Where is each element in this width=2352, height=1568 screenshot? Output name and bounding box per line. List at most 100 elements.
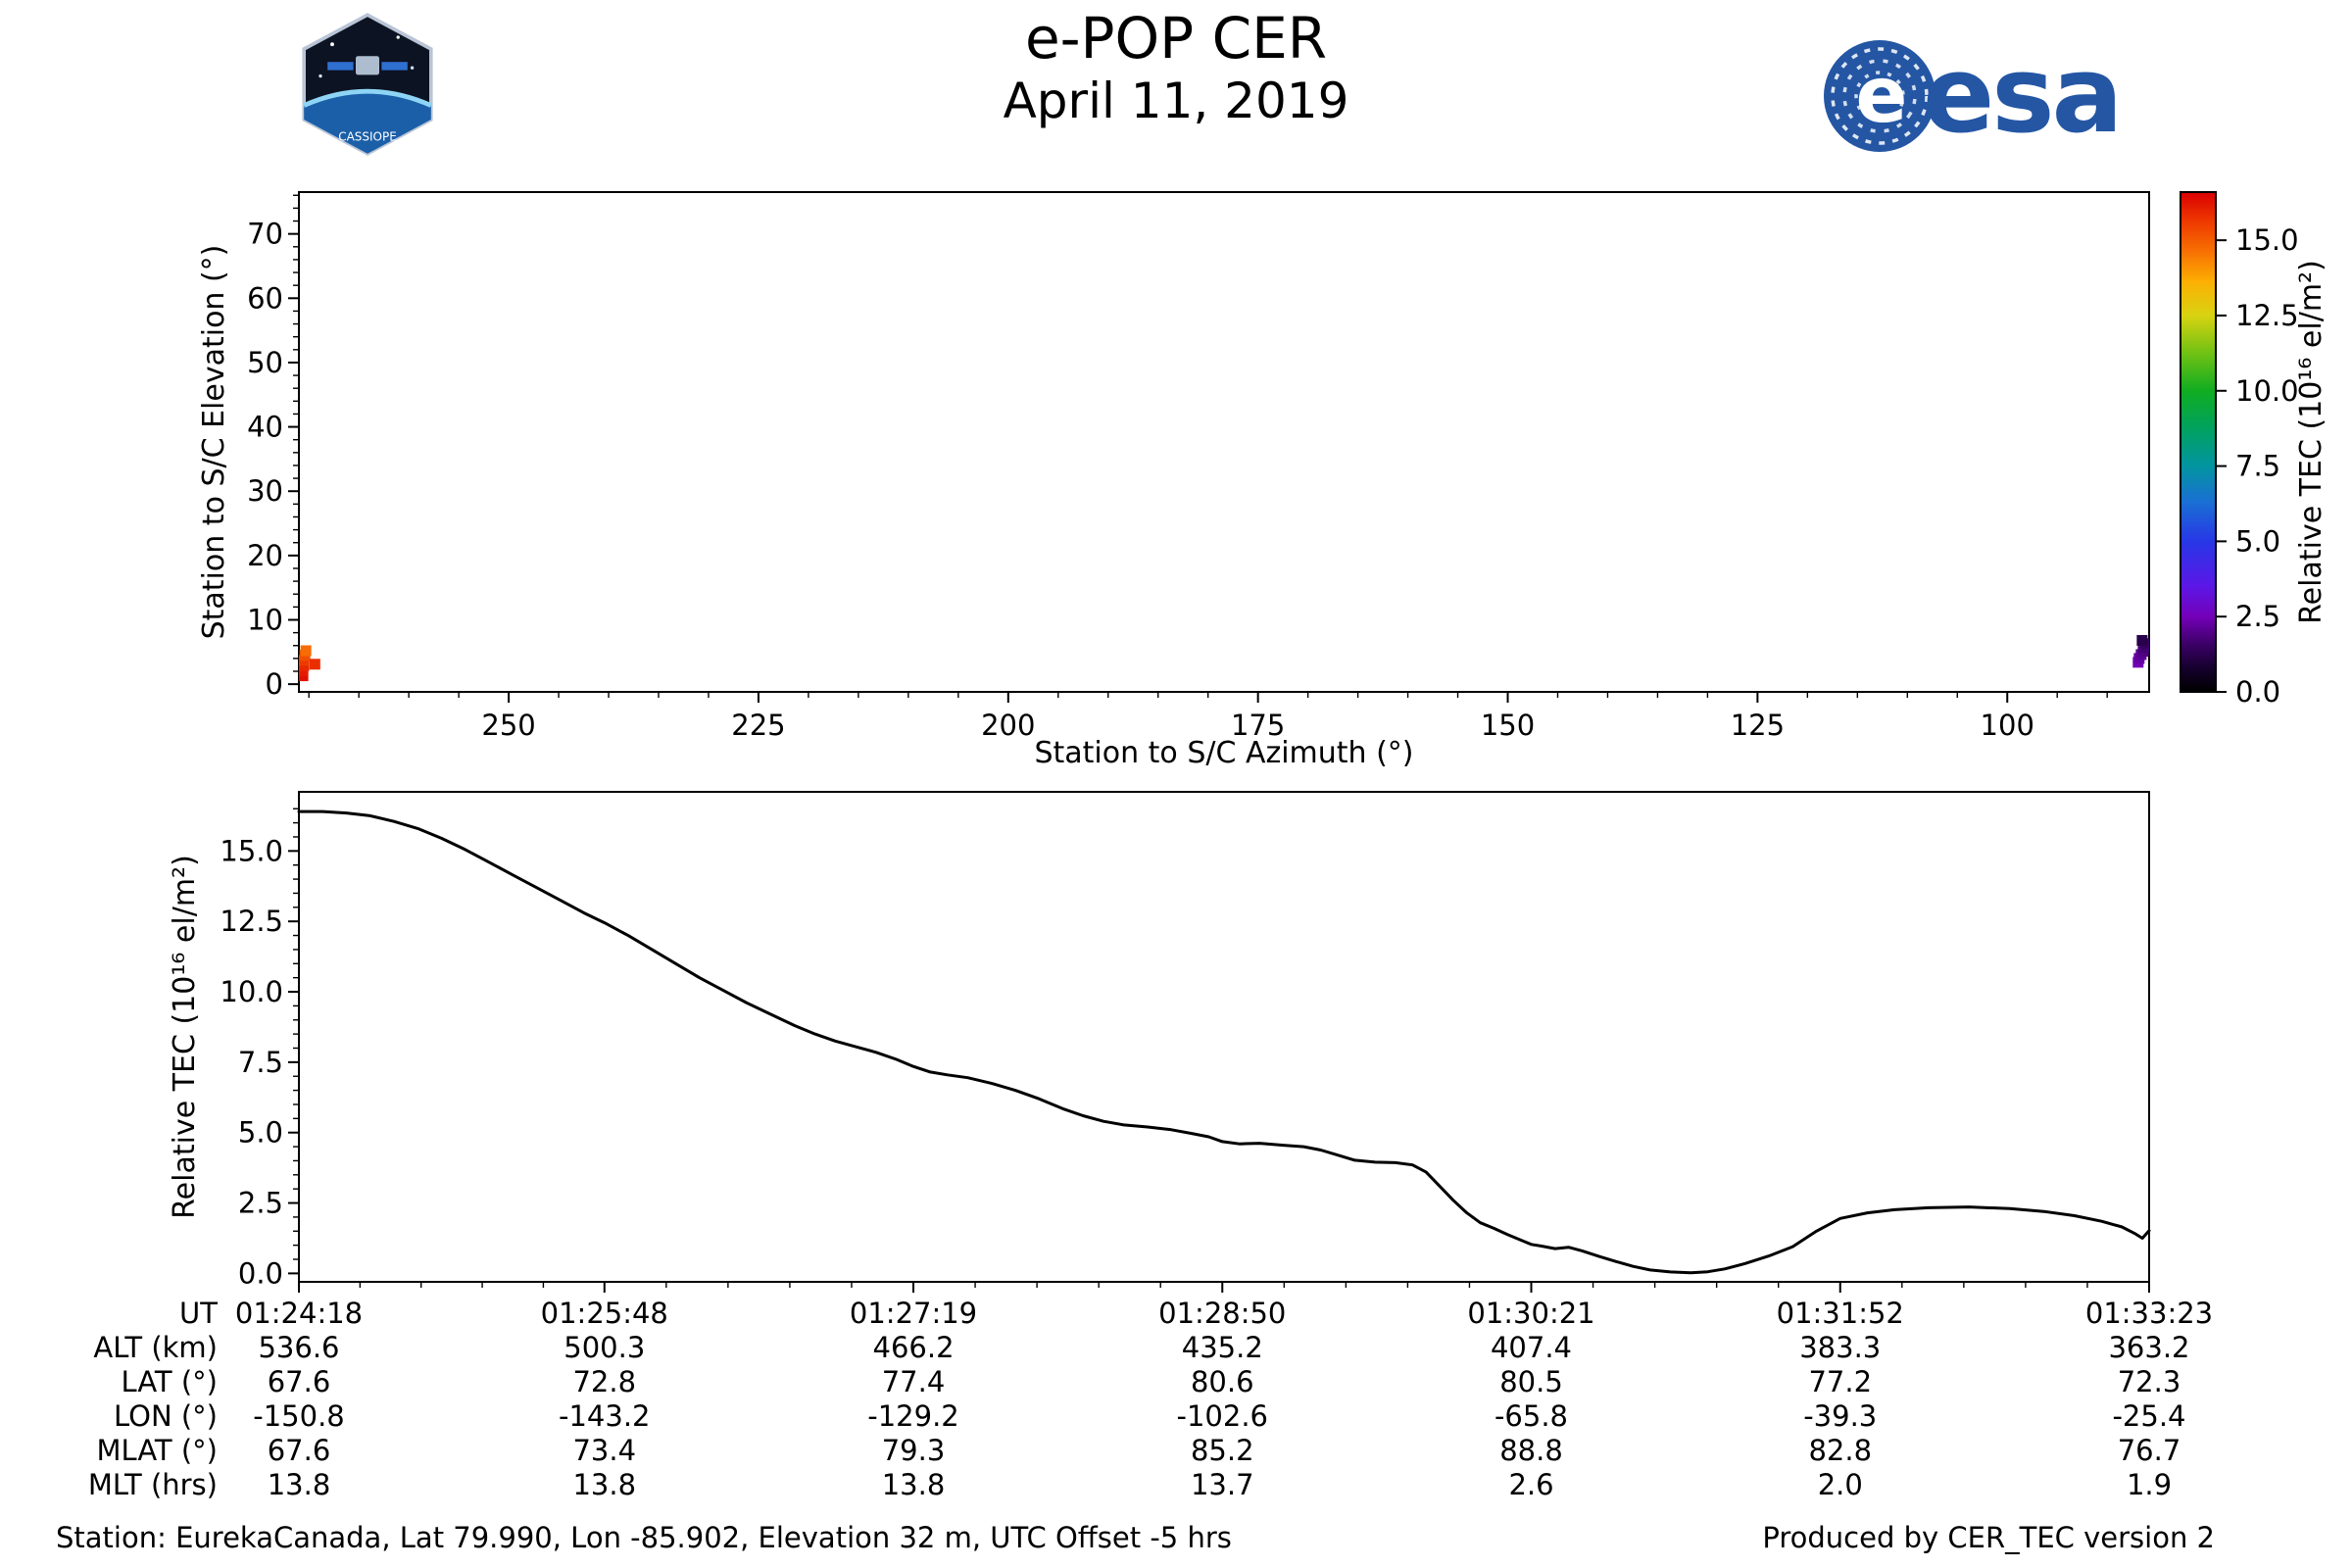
star-icon: [330, 42, 334, 47]
table-cell: 435.2: [1181, 1331, 1263, 1364]
table-row-label: ALT (km): [93, 1331, 218, 1364]
table-cell: -143.2: [559, 1399, 651, 1433]
cassiope-mission-patch-icon: CASSIOPE: [297, 10, 438, 159]
table-cell: 01:30:21: [1467, 1297, 1595, 1330]
table-cell: 67.6: [267, 1365, 331, 1398]
table-cell: 73.4: [572, 1434, 637, 1467]
cb-tick-label: 7.5: [2235, 450, 2280, 483]
cb-tick-label: 12.5: [2235, 299, 2299, 332]
table-row-label: LAT (°): [121, 1365, 218, 1398]
elevation-tick-label: 10: [247, 603, 283, 636]
table-cell: 13.8: [267, 1468, 331, 1501]
cb-tick-label: 10.0: [2235, 374, 2299, 408]
azimuth-tick-label: 100: [1981, 709, 2034, 742]
esa-disc: [1824, 40, 1936, 152]
table-cell: 80.5: [1499, 1365, 1563, 1398]
table-cell: 13.7: [1190, 1468, 1254, 1501]
table-cell: 85.2: [1190, 1434, 1254, 1467]
table-cell: -102.6: [1176, 1399, 1269, 1433]
cassiope-patch-label: CASSIOPE: [338, 130, 397, 144]
azimuth-tick-label: 150: [1481, 709, 1535, 742]
tec-axis-label: Relative TEC (10¹⁶ el/m²): [168, 855, 202, 1219]
elevation-axis-label: Station to S/C Elevation (°): [197, 245, 231, 640]
satellite-panel-icon: [381, 62, 408, 71]
table-cell: -150.8: [253, 1399, 345, 1433]
table-cell: -129.2: [867, 1399, 959, 1433]
esa-wordmark: esa: [1923, 34, 2123, 157]
table-cell: 01:33:23: [2084, 1297, 2214, 1330]
cb-tick-label: 15.0: [2235, 223, 2299, 257]
table-cell: 72.8: [572, 1365, 637, 1398]
azimuth-tick-label: 225: [731, 709, 785, 742]
title-block: e-POP CER April 11, 2019: [0, 6, 2352, 131]
elevation-axes-frame: [298, 191, 2150, 693]
elevation-tick-label: 20: [247, 539, 283, 572]
colorbar-label: Relative TEC (10¹⁶ el/m²): [2294, 260, 2328, 624]
azimuth-axis-label: Station to S/C Azimuth (°): [1034, 736, 1413, 770]
star-icon: [410, 66, 415, 70]
tec-tick-label: 0.0: [238, 1256, 283, 1290]
table-cell: 13.8: [572, 1468, 637, 1501]
elevation-tick-label: 40: [247, 411, 283, 444]
elevation-tick-label: 70: [247, 218, 283, 251]
esa-stylized-e: e: [1856, 52, 1908, 140]
table-cell: 82.8: [1808, 1434, 1873, 1467]
table-cell: 13.8: [881, 1468, 946, 1501]
table-cell: 363.2: [2108, 1331, 2190, 1364]
station-info: Station: EurekaCanada, Lat 79.990, Lon -…: [56, 1521, 1232, 1554]
table-cell: 466.2: [872, 1331, 955, 1364]
satellite-panel-icon: [327, 62, 354, 71]
table-cell: 72.3: [2117, 1365, 2181, 1398]
page-title: e-POP CER: [1024, 5, 1328, 72]
tec-tick-label: 10.0: [220, 975, 283, 1008]
tec-axes-frame: [298, 791, 2150, 1283]
table-cell: 536.6: [258, 1331, 340, 1364]
scatter-points: [299, 634, 2149, 682]
table-cell: 80.6: [1190, 1365, 1254, 1398]
tec-tick-label: 15.0: [220, 834, 283, 867]
azimuth-tick-label: 200: [981, 709, 1035, 742]
esa-dotted-ring: [1831, 47, 1929, 145]
esa-globe-icon: e: [1824, 40, 1936, 152]
table-cell: 2.6: [1508, 1468, 1554, 1501]
earth-horizon-icon: [303, 88, 432, 108]
table-cell: -65.8: [1494, 1399, 1569, 1433]
star-icon: [396, 35, 400, 39]
satellite-body-icon: [356, 56, 379, 75]
table-row-label: LON (°): [114, 1399, 218, 1433]
table-cell: 01:25:48: [540, 1297, 668, 1330]
table-cell: 88.8: [1499, 1434, 1563, 1467]
elevation-tick-label: 0: [266, 667, 283, 701]
table-cell: 2.0: [1817, 1468, 1863, 1501]
esa-dotted-ring: [1854, 71, 1905, 122]
table-cell: 01:24:18: [234, 1297, 364, 1330]
tec-tick-label: 7.5: [238, 1046, 283, 1079]
table-row-label: MLT (hrs): [87, 1468, 218, 1501]
elevation-tick-label: 60: [247, 281, 283, 315]
azimuth-tick-label: 125: [1731, 709, 1785, 742]
header: CASSIOPE e-POP CER April 11, 2019 e esa: [0, 0, 2352, 172]
colorbar: [2180, 191, 2217, 693]
table-cell: -25.4: [2112, 1399, 2186, 1433]
scatter-point: [309, 659, 320, 670]
table-row-label: UT: [179, 1297, 218, 1330]
table-cell: 01:31:52: [1776, 1297, 1904, 1330]
cassiope-patch-svg: CASSIOPE: [302, 13, 433, 156]
elevation-tick-label: 30: [247, 474, 283, 508]
table-cell: 01:28:50: [1158, 1297, 1287, 1330]
table-cell: 76.7: [2117, 1434, 2181, 1467]
table-row-label: MLAT (°): [96, 1434, 219, 1467]
table-cell: 77.2: [1808, 1365, 1873, 1398]
esa-dotted-ring: [1842, 59, 1917, 133]
cb-tick-label: 0.0: [2235, 675, 2280, 709]
table-cell: 79.3: [881, 1434, 946, 1467]
tec-line: [297, 809, 2151, 1275]
table-cell: 67.6: [267, 1434, 331, 1467]
table-cell: 77.4: [881, 1365, 946, 1398]
star-icon: [318, 74, 322, 78]
earth-icon: [304, 91, 431, 154]
elevation-tick-label: 50: [247, 346, 283, 379]
